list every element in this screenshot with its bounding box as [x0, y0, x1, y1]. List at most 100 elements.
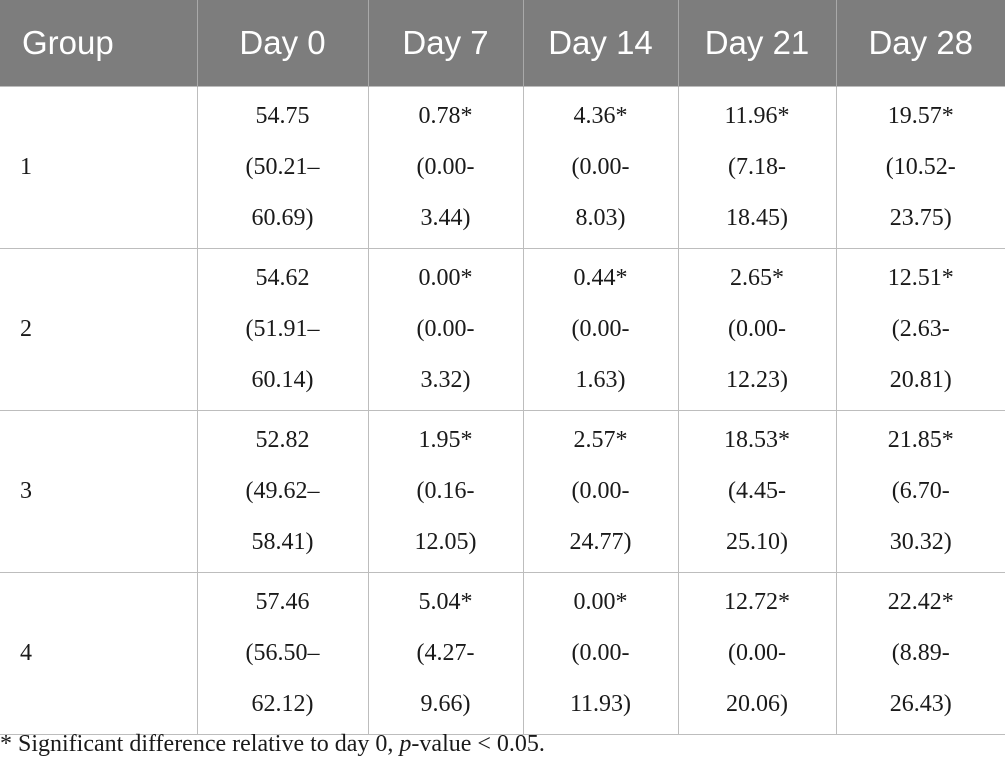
median-value: 0.00*	[573, 589, 628, 615]
range-value: 58.41)	[251, 529, 314, 555]
range-value: (51.91–	[245, 316, 320, 342]
table-footnote: * Significant difference relative to day…	[0, 731, 545, 758]
range-value: 1.63)	[575, 367, 626, 393]
median-value: 52.82	[255, 427, 310, 453]
value-cell: 12.51* (2.63- 20.81)	[835, 248, 1005, 411]
header-day-7: Day 7	[367, 0, 523, 87]
median-value: 54.62	[255, 265, 310, 291]
header-day-28: Day 28	[835, 0, 1005, 87]
value-cell: 0.00* (0.00- 3.32)	[367, 248, 523, 411]
group-cell: 1	[0, 86, 197, 249]
range-value: (0.00-	[571, 640, 630, 666]
median-value: 12.51*	[887, 265, 954, 291]
range-value: (0.00-	[416, 316, 475, 342]
value-cell: 18.53* (4.45- 25.10)	[677, 410, 836, 573]
value-cell: 0.44* (0.00- 1.63)	[522, 248, 678, 411]
range-value: (49.62–	[245, 478, 320, 504]
value-cell: 5.04* (4.27- 9.66)	[367, 572, 523, 735]
median-value: 5.04*	[418, 589, 473, 615]
range-value: 20.06)	[726, 691, 788, 717]
range-value: 12.05)	[414, 529, 477, 555]
range-value: 12.23)	[726, 367, 788, 393]
range-value: (8.89-	[891, 640, 950, 666]
range-value: (0.00-	[571, 316, 630, 342]
group-cell: 3	[0, 410, 197, 573]
group-cell: 4	[0, 572, 197, 735]
range-value: 11.93)	[569, 691, 632, 717]
range-value: (0.00-	[728, 640, 786, 666]
median-value: 57.46	[255, 589, 310, 615]
range-value: (2.63-	[891, 316, 950, 342]
range-value: (4.27-	[416, 640, 475, 666]
value-cell: 11.96* (7.18- 18.45)	[677, 86, 836, 249]
value-cell: 4.36* (0.00- 8.03)	[522, 86, 678, 249]
value-cell: 54.62 (51.91– 60.14)	[196, 248, 368, 411]
header-day-0: Day 0	[196, 0, 368, 87]
value-cell: 0.78* (0.00- 3.44)	[367, 86, 523, 249]
range-value: 9.66)	[420, 691, 471, 717]
value-cell: 52.82 (49.62– 58.41)	[196, 410, 368, 573]
range-value: (50.21–	[245, 154, 320, 180]
value-cell: 2.57* (0.00- 24.77)	[522, 410, 678, 573]
range-value: 60.14)	[251, 367, 314, 393]
table-row: 1 54.75 (50.21– 60.69) 0.78* (0.00- 3.44) 4.36*…	[0, 86, 1005, 249]
median-value: 22.42*	[887, 589, 954, 615]
table-row: 2 54.62 (51.91– 60.14) 0.00* (0.00- 3.32) 0.44*…	[0, 248, 1005, 411]
footnote-suffix: -value < 0.05.	[411, 731, 545, 757]
value-cell: 12.72* (0.00- 20.06)	[677, 572, 836, 735]
median-value: 11.96*	[724, 103, 790, 129]
range-value: 23.75)	[889, 205, 952, 231]
value-cell: 19.57* (10.52- 23.75)	[835, 86, 1005, 249]
group-cell: 2	[0, 248, 197, 411]
range-value: 24.77)	[569, 529, 632, 555]
table-body: 1 54.75 (50.21– 60.69) 0.78* (0.00- 3.44) 4.36*…	[0, 86, 1005, 735]
median-value: 4.36*	[573, 103, 628, 129]
range-value: 60.69)	[251, 205, 314, 231]
footnote-prefix: * Significant difference relative to day…	[0, 731, 400, 757]
median-value: 2.57*	[573, 427, 628, 453]
range-value: (56.50–	[245, 640, 320, 666]
range-value: (0.00-	[571, 154, 630, 180]
value-cell: 2.65* (0.00- 12.23)	[677, 248, 836, 411]
header-group: Group	[0, 0, 197, 87]
median-value: 0.44*	[573, 265, 628, 291]
range-value: 18.45)	[726, 205, 788, 231]
results-table: Group Day 0 Day 7 Day 14 Day 21 Day 28 1…	[0, 0, 1005, 735]
median-value: 2.65*	[730, 265, 784, 291]
table-row: 4 57.46 (56.50– 62.12) 5.04* (4.27- 9.66) 0.00*…	[0, 572, 1005, 735]
footnote-p-symbol: p	[399, 731, 412, 757]
value-cell: 22.42* (8.89- 26.43)	[835, 572, 1005, 735]
table-row: 3 52.82 (49.62– 58.41) 1.95* (0.16- 12.05) 2.57…	[0, 410, 1005, 573]
value-cell: 54.75 (50.21– 60.69)	[196, 86, 368, 249]
median-value: 12.72*	[724, 589, 790, 615]
range-value: 8.03)	[575, 205, 626, 231]
range-value: 3.44)	[420, 205, 471, 231]
range-value: (10.52-	[885, 154, 956, 180]
range-value: (6.70-	[891, 478, 950, 504]
median-value: 54.75	[255, 103, 310, 129]
range-value: 25.10)	[726, 529, 788, 555]
median-value: 18.53*	[724, 427, 790, 453]
range-value: 30.32)	[889, 529, 952, 555]
range-value: 62.12)	[251, 691, 314, 717]
median-value: 19.57*	[887, 103, 954, 129]
value-cell: 1.95* (0.16- 12.05)	[367, 410, 523, 573]
table-header: Group Day 0 Day 7 Day 14 Day 21 Day 28	[0, 0, 1005, 87]
range-value: 20.81)	[889, 367, 952, 393]
value-cell: 0.00* (0.00- 11.93)	[522, 572, 678, 735]
median-value: 1.95*	[418, 427, 473, 453]
median-value: 21.85*	[887, 427, 954, 453]
range-value: (0.00-	[416, 154, 475, 180]
median-value: 0.78*	[418, 103, 473, 129]
header-row: Group Day 0 Day 7 Day 14 Day 21 Day 28	[0, 0, 1005, 87]
value-cell: 57.46 (56.50– 62.12)	[196, 572, 368, 735]
median-value: 0.00*	[418, 265, 473, 291]
range-value: (0.16-	[416, 478, 475, 504]
range-value: 3.32)	[420, 367, 471, 393]
header-day-14: Day 14	[522, 0, 678, 87]
range-value: (7.18-	[728, 154, 786, 180]
header-day-21: Day 21	[677, 0, 836, 87]
value-cell: 21.85* (6.70- 30.32)	[835, 410, 1005, 573]
range-value: (4.45-	[728, 478, 786, 504]
range-value: (0.00-	[728, 316, 786, 342]
